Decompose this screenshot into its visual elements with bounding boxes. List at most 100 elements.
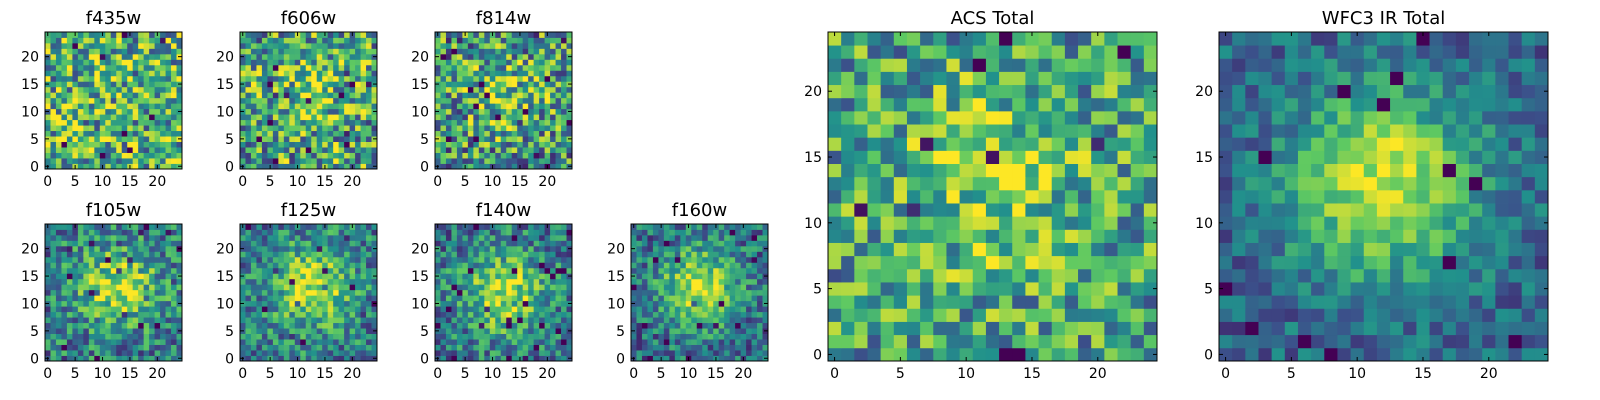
heatmap-cell bbox=[45, 59, 51, 66]
heatmap-cell bbox=[121, 119, 128, 126]
heatmap-cell bbox=[305, 70, 312, 77]
heatmap-cell bbox=[138, 355, 145, 362]
x-tick-label: 5 bbox=[71, 174, 80, 190]
heatmap-cell bbox=[674, 224, 681, 230]
heatmap-cell bbox=[451, 53, 458, 60]
heatmap-cell bbox=[333, 48, 340, 55]
heatmap-cell bbox=[517, 70, 524, 77]
heatmap-cell bbox=[366, 344, 372, 351]
heatmap-cell bbox=[267, 86, 274, 93]
heatmap-cell bbox=[138, 245, 145, 252]
heatmap-cell bbox=[121, 103, 128, 110]
heatmap-cell bbox=[121, 251, 128, 258]
heatmap-cell bbox=[366, 152, 372, 159]
heatmap-cell bbox=[176, 350, 183, 356]
heatmap-cell bbox=[83, 37, 90, 44]
heatmap-cell bbox=[45, 130, 51, 137]
heatmap-cell bbox=[533, 273, 540, 280]
heatmap-cell bbox=[528, 119, 535, 126]
y-tick-label: 10 bbox=[21, 296, 39, 312]
heatmap-cell bbox=[116, 48, 123, 55]
heatmap-cell bbox=[160, 103, 166, 110]
heatmap-cell bbox=[344, 273, 350, 280]
heatmap-cell bbox=[652, 355, 659, 362]
heatmap-cell bbox=[561, 273, 567, 280]
heatmap-cell bbox=[478, 322, 485, 329]
heatmap-cell bbox=[50, 125, 57, 132]
heatmap-cell bbox=[489, 240, 496, 247]
heatmap-cell bbox=[250, 289, 257, 296]
heatmap-cell bbox=[841, 203, 855, 217]
heatmap-cell bbox=[289, 81, 296, 88]
heatmap-cell bbox=[729, 256, 736, 263]
heatmap-cell bbox=[751, 322, 758, 329]
heatmap-cell bbox=[121, 163, 128, 170]
heatmap-cell bbox=[116, 295, 123, 302]
heatmap-cell bbox=[138, 267, 145, 274]
heatmap-cell bbox=[467, 125, 474, 132]
heatmap-cell bbox=[718, 311, 725, 318]
heatmap-cell bbox=[250, 42, 257, 49]
heatmap-cell bbox=[127, 42, 134, 49]
heatmap-cell bbox=[652, 333, 659, 340]
heatmap-cell bbox=[517, 240, 524, 247]
heatmap-cell bbox=[561, 125, 567, 132]
heatmap-cell bbox=[250, 119, 257, 126]
heatmap-cell bbox=[66, 64, 73, 71]
heatmap-cell bbox=[500, 278, 507, 285]
heatmap-cell bbox=[327, 163, 334, 170]
heatmap-cell bbox=[707, 224, 714, 230]
heatmap-cell bbox=[473, 75, 480, 82]
heatmap-cell bbox=[539, 70, 545, 77]
heatmap-cell bbox=[245, 119, 252, 126]
heatmap-cell bbox=[478, 119, 485, 126]
heatmap-cell bbox=[456, 86, 463, 93]
heatmap-cell bbox=[360, 130, 367, 137]
heatmap-cell bbox=[267, 37, 274, 44]
heatmap-cell bbox=[333, 262, 340, 269]
heatmap-cell bbox=[240, 125, 246, 132]
heatmap-cell bbox=[707, 306, 714, 313]
heatmap-cell bbox=[45, 42, 51, 49]
heatmap-cell bbox=[160, 37, 166, 44]
heatmap-cell bbox=[50, 262, 57, 269]
heatmap-cell bbox=[484, 224, 491, 230]
heatmap-cell bbox=[636, 245, 643, 252]
heatmap-cell bbox=[506, 97, 513, 104]
heatmap-cell bbox=[55, 32, 62, 38]
heatmap-cell bbox=[77, 344, 84, 351]
heatmap-cell bbox=[920, 176, 934, 191]
heatmap-cell bbox=[517, 136, 524, 142]
heatmap-cell bbox=[1038, 216, 1053, 230]
heatmap-cell bbox=[550, 125, 556, 132]
heatmap-cell bbox=[55, 224, 62, 230]
heatmap-cell bbox=[83, 108, 90, 115]
heatmap-cell bbox=[77, 317, 84, 324]
heatmap-cell bbox=[473, 328, 480, 334]
heatmap-cell bbox=[245, 48, 252, 55]
heatmap-cell bbox=[50, 333, 57, 340]
heatmap-cell bbox=[495, 97, 502, 104]
heatmap-cell bbox=[165, 147, 172, 153]
heatmap-cell bbox=[555, 317, 562, 324]
heatmap-cell bbox=[316, 119, 323, 126]
heatmap-cell bbox=[344, 311, 350, 318]
heatmap-cell bbox=[906, 308, 921, 322]
heatmap-cell bbox=[105, 234, 112, 241]
heatmap-cell bbox=[127, 273, 134, 280]
heatmap-cell bbox=[176, 130, 183, 137]
heatmap-cell bbox=[127, 300, 134, 307]
heatmap-cell bbox=[66, 70, 73, 77]
heatmap-cell bbox=[495, 81, 502, 88]
heatmap-cell bbox=[289, 53, 296, 60]
heatmap-cell bbox=[658, 333, 665, 340]
heatmap-cell bbox=[757, 256, 763, 263]
heatmap-cell bbox=[176, 42, 183, 49]
heatmap-cell bbox=[702, 262, 709, 269]
heatmap-cell bbox=[462, 311, 469, 318]
heatmap-cell bbox=[110, 240, 117, 247]
heatmap-cell bbox=[544, 81, 551, 88]
heatmap-cell bbox=[371, 278, 378, 285]
heatmap-cell bbox=[289, 163, 296, 170]
